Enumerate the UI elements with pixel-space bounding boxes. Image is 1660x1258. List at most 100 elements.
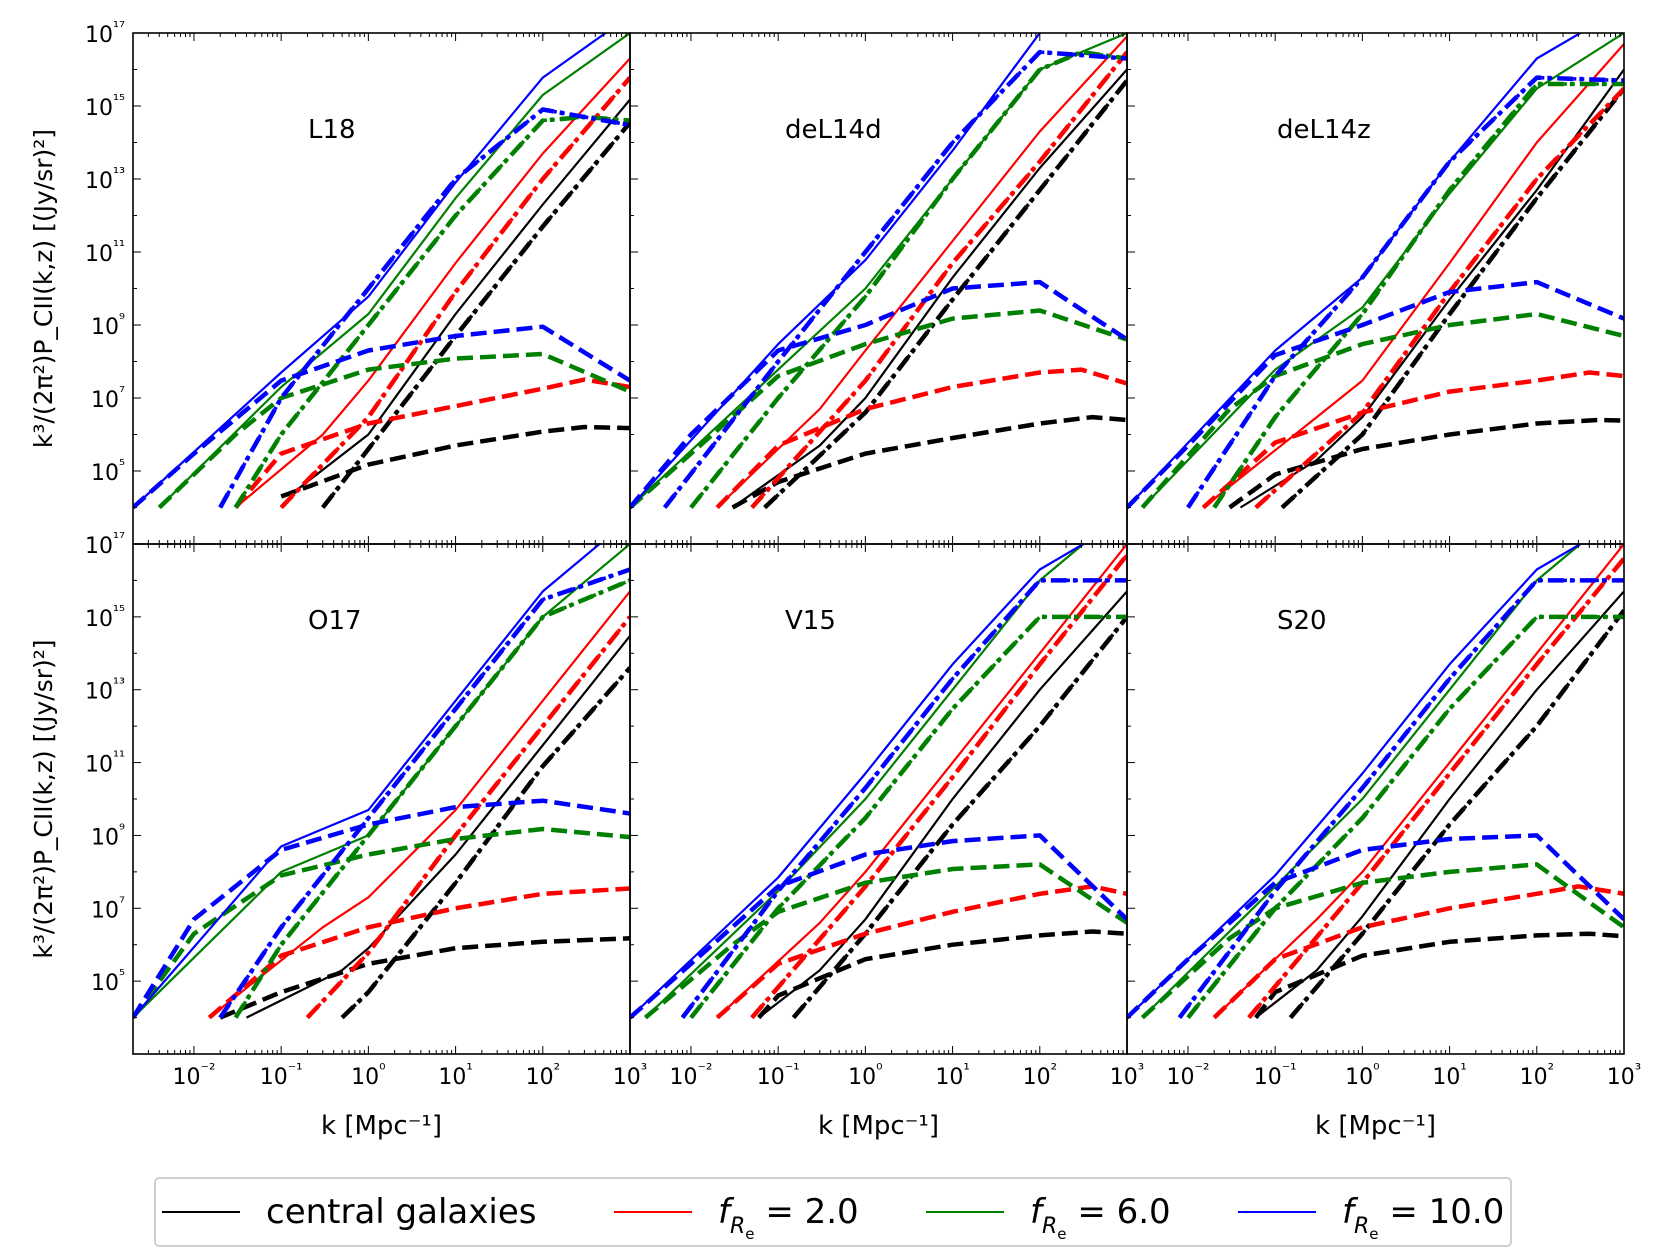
x-axis-label: k [Mpc⁻¹] [321, 1111, 442, 1141]
panel-curves [1127, 544, 1624, 1020]
series-fRe10-dashed [1127, 279, 1624, 510]
series-fRe6-dashed [1140, 862, 1624, 1020]
panel-curves [1127, 33, 1624, 510]
x-tick-label: 10¹ [1432, 1060, 1466, 1090]
series-fRe6-dotted [234, 578, 630, 1019]
series-fRe2-dashed [233, 377, 630, 509]
series-fRe6-dashdot [689, 49, 1127, 509]
panel-title: O17 [308, 606, 362, 636]
series-fRe10-solid [133, 33, 608, 509]
panel-title: L18 [308, 115, 356, 145]
legend: central galaxies fRe = 2.0 fRe = 6.0 fRe… [154, 1177, 1512, 1247]
series-fRe2-dashdot [279, 76, 630, 510]
series-fRe6-dotted [689, 615, 1127, 1019]
series-fRe2-dotted [1254, 87, 1624, 509]
series-fRe2-dashed [207, 886, 630, 1020]
series-fRe2-dashdot [305, 615, 630, 1020]
x-tick-label: 10⁰ [848, 1060, 882, 1090]
series-fRe10-dotted [663, 50, 1127, 509]
y-tick-label: 10¹⁷ [85, 529, 125, 559]
x-tick-label: 10⁻¹ [260, 1060, 303, 1090]
series-fRe6-dashed [1140, 311, 1624, 509]
series-fRe10-dashdot [218, 107, 630, 509]
series-fRe10-dashdot [680, 578, 1127, 1019]
series-fRe10-dashdot [218, 567, 630, 1019]
y-tick-label: 10¹³ [85, 675, 125, 705]
series-fRe6-dashed [133, 826, 630, 1019]
x-tick-label: 10³ [1110, 1060, 1144, 1090]
legend-swatch-fre10 [1238, 1211, 1316, 1213]
legend-entry-fre2: fRe = 2.0 [614, 1179, 859, 1245]
y-tick-label: 10⁷ [91, 893, 125, 923]
series-fRe10-dotted [1178, 578, 1624, 1019]
series-central-dashed [1228, 417, 1624, 510]
y-tick-label: 10¹⁵ [85, 602, 125, 632]
legend-label-central: central galaxies [266, 1192, 537, 1232]
series-fRe6-dashed [643, 862, 1127, 1020]
series-central-solid [1239, 68, 1624, 509]
panel-l18: L18 10⁵ 10⁷ 10⁹ 10¹¹ 10¹³ 10¹⁵ 10¹⁷ k³/(2π²)P_CI… [29, 18, 631, 545]
x-tick-label: 10² [1520, 1060, 1554, 1090]
series-fRe10-solid [1127, 33, 1583, 509]
series-fRe6-solid [1141, 544, 1583, 1019]
series-central-dotted [763, 79, 1127, 509]
panel-frame [1126, 32, 1625, 545]
series-fRe2-dashdot [1254, 87, 1624, 510]
series-fRe10-dotted [218, 567, 630, 1019]
x-tick-label: 10⁰ [351, 1060, 385, 1090]
series-central-dotted [1280, 87, 1624, 509]
panel-title: S20 [1277, 606, 1327, 636]
x-tick-label: 10² [1023, 1060, 1057, 1090]
series-fRe10-dashed [133, 324, 630, 510]
x-tick-label: 10⁻² [1167, 1060, 1210, 1090]
series-fRe2-dashed [715, 367, 1127, 510]
x-tick-label: 10¹ [935, 1060, 969, 1090]
y-tick-label: 10⁹ [91, 820, 125, 850]
panel-title: V15 [785, 606, 836, 636]
series-central-dotted [1289, 609, 1624, 1019]
series-fRe10-solid [133, 544, 602, 1019]
x-tick-label: 10¹ [438, 1060, 472, 1090]
panel-del14d: deL14d [629, 32, 1128, 545]
x-tick-label: 10⁻¹ [757, 1060, 800, 1090]
series-fRe10-solid [630, 33, 1043, 509]
series-central-solid [295, 98, 630, 491]
series-fRe10-dashed [133, 798, 630, 1019]
y-tick-label: 10⁹ [91, 310, 125, 340]
series-central-solid [731, 68, 1127, 509]
y-tick-label: 10¹¹ [85, 237, 125, 267]
series-fRe6-solid [644, 544, 1086, 1019]
series-fRe6-dashed [630, 308, 1127, 510]
series-fRe10-dashdot [662, 49, 1127, 509]
panel-v15: V15 10⁻² 10⁻¹ 10⁰ 10¹ 10² 10³ k [Mpc⁻¹] [629, 543, 1144, 1141]
series-fRe10-dotted [218, 107, 630, 509]
legend-swatch-central [162, 1211, 240, 1213]
legend-label-fre10: fRe = 10.0 [1342, 1192, 1505, 1243]
series-central-dashed [219, 936, 630, 1020]
series-fRe2-solid [208, 590, 630, 1019]
series-fRe2-solid [716, 35, 1127, 509]
series-fRe10-dashed [630, 279, 1127, 509]
x-tick-label: 10⁻² [173, 1060, 216, 1090]
series-fRe2-solid [1213, 544, 1624, 1019]
legend-swatch-fre2 [614, 1211, 692, 1213]
panel-title: deL14z [1277, 115, 1371, 145]
series-fRe6-dotted [1186, 615, 1624, 1019]
y-tick-label: 10¹⁷ [85, 18, 125, 48]
panel-curves [133, 33, 630, 510]
legend-label-fre6: fRe = 6.0 [1030, 1192, 1171, 1243]
series-fRe2-dashed [1201, 370, 1624, 510]
series-fRe2-solid [716, 544, 1127, 1019]
legend-entry-fre6: fRe = 6.0 [926, 1179, 1171, 1245]
series-fRe2-solid [1202, 43, 1624, 509]
panel-curves [133, 544, 630, 1020]
panel-o17: O17 10⁻² 10⁻¹ 10⁰ 10¹ 10² 10³ k [Mpc⁻¹] 10⁵ 10⁷ 10… [29, 529, 647, 1141]
series-fRe10-solid [630, 544, 1086, 1019]
series-fRe2-dotted [750, 51, 1127, 509]
series-central-solid [758, 590, 1127, 1019]
x-tick-label: 10³ [613, 1060, 647, 1090]
panel-title: deL14d [785, 115, 882, 145]
panels-layer: L18 10⁵ 10⁷ 10⁹ 10¹¹ 10¹³ 10¹⁵ 10¹⁷ k³/(2π²)P_CI… [29, 18, 1641, 1141]
series-fRe6-solid [133, 544, 630, 1019]
series-fRe6-dashdot [233, 578, 630, 1019]
